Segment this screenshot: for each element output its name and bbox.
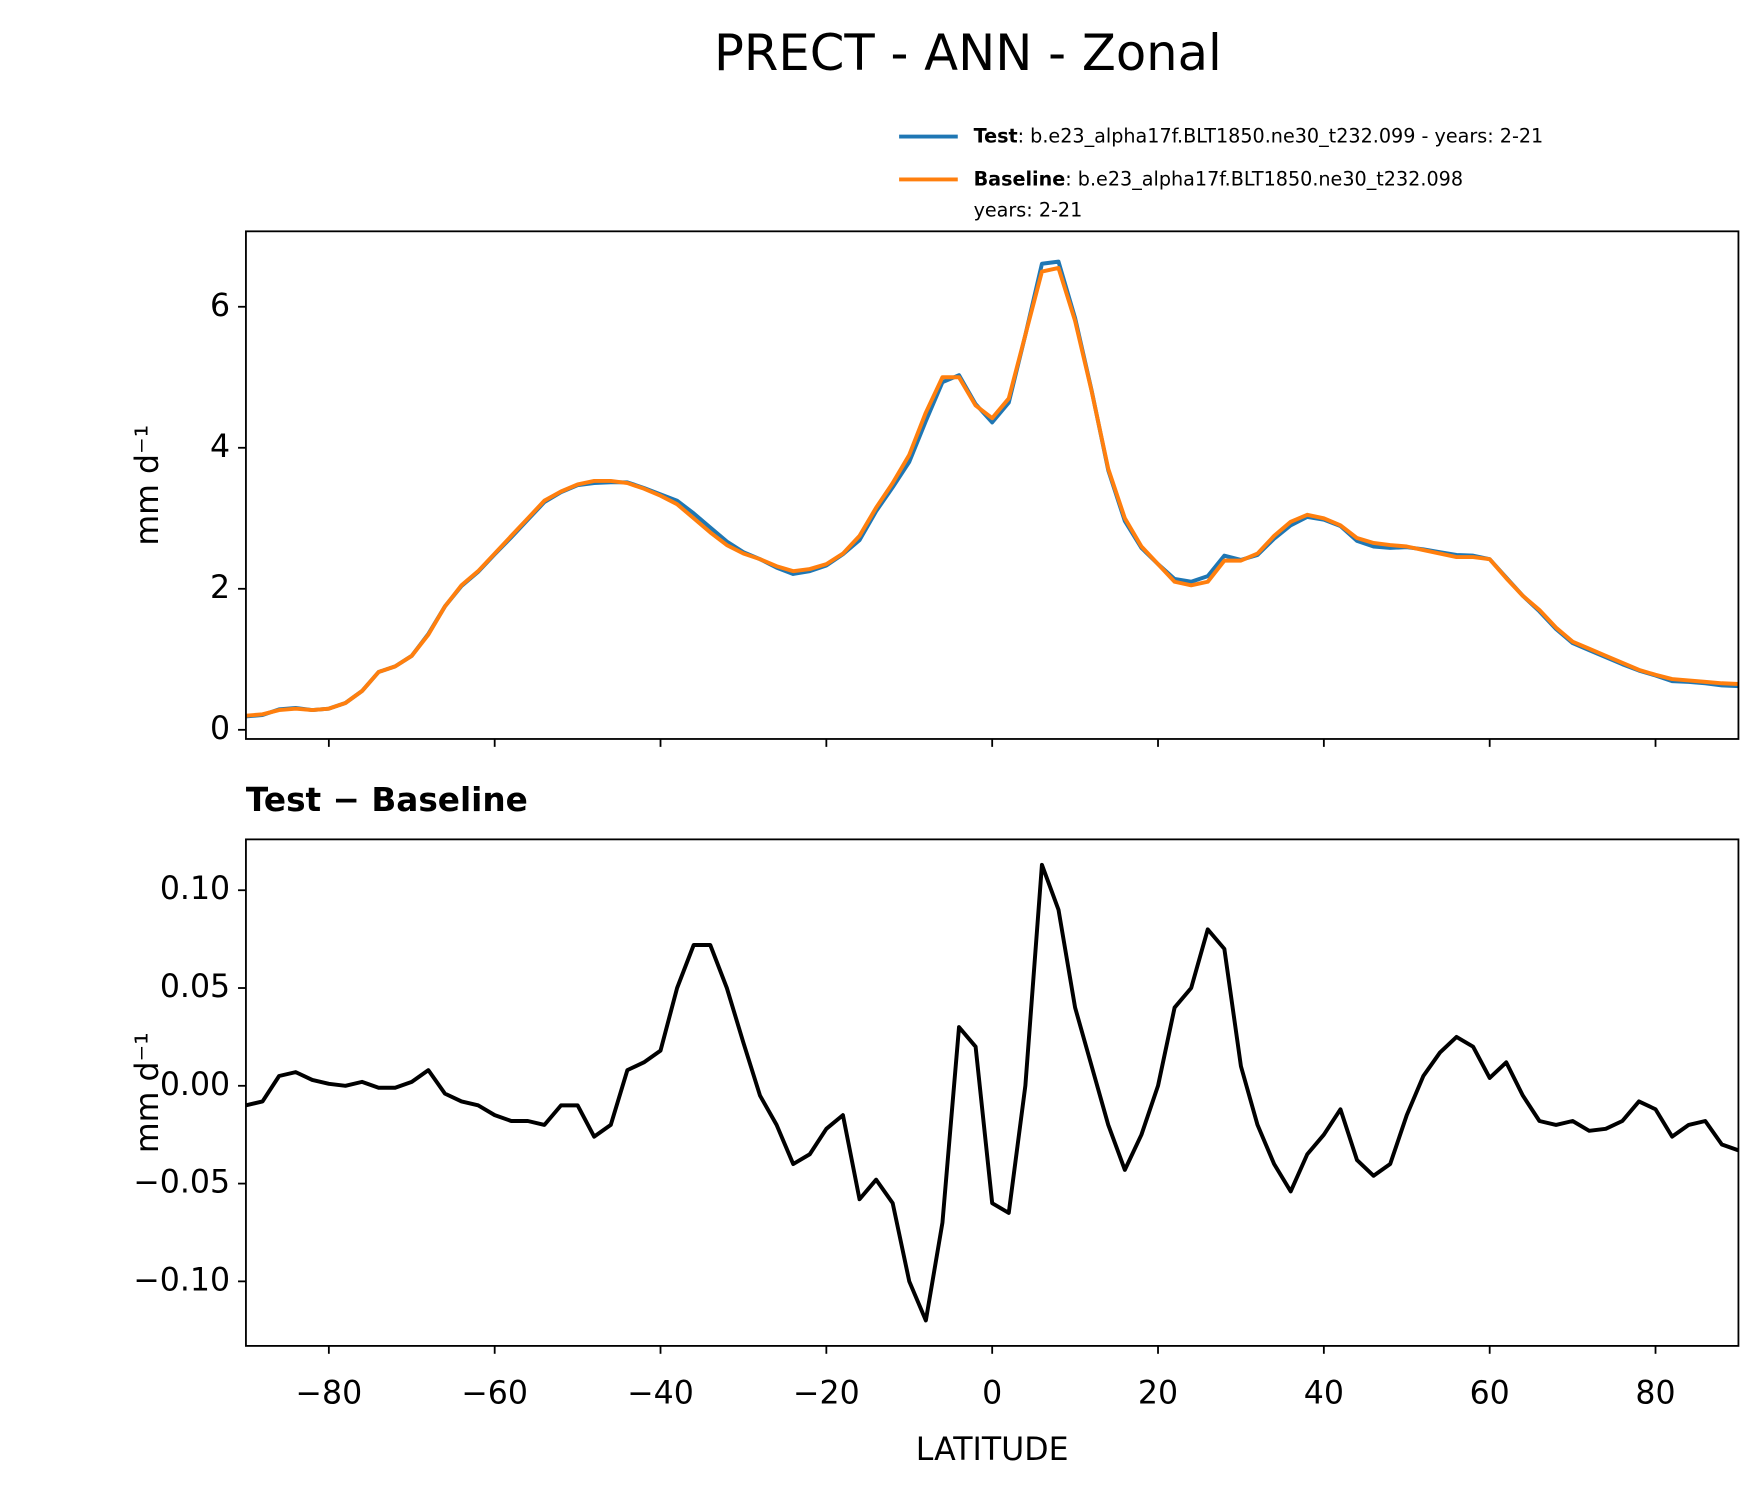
data-line — [245, 266, 1739, 718]
x-tick-label: 0 — [982, 1375, 1002, 1411]
axes-frame — [245, 838, 1740, 1347]
y-tick-label: 0.00 — [160, 1067, 230, 1103]
y-tick-label: 2 — [210, 570, 230, 606]
x-tick-label: −60 — [461, 1375, 528, 1411]
legend-description: : b.e23_alpha17f.BLT1850.ne30_t232.099 -… — [1018, 124, 1544, 147]
y-tick-label: 0.10 — [160, 871, 230, 907]
plot-area — [245, 862, 1739, 1323]
plot-area — [245, 259, 1739, 719]
x-tick-label: −20 — [793, 1375, 860, 1411]
panel-title: Test − Baseline — [246, 781, 528, 819]
y-tick-label: 0.05 — [160, 969, 230, 1005]
y-axis-label: mm d⁻¹ — [130, 1032, 166, 1153]
legend-name: Test — [974, 124, 1018, 147]
legend-description: : b.e23_alpha17f.BLT1850.ne30_t232.098 — [1065, 167, 1463, 190]
x-tick-label: −80 — [296, 1375, 363, 1411]
y-tick-label: −0.05 — [133, 1165, 230, 1201]
data-line — [245, 259, 1739, 719]
legend-label: Baseline: b.e23_alpha17f.BLT1850.ne30_t2… — [974, 167, 1463, 190]
x-tick-label: 40 — [1304, 1375, 1344, 1411]
y-tick-label: 6 — [210, 288, 230, 324]
axes-frame — [245, 230, 1740, 740]
y-tick-label: −0.10 — [133, 1262, 230, 1298]
x-axis-label: LATITUDE — [916, 1432, 1069, 1468]
legend-name: Baseline — [974, 167, 1066, 190]
y-tick-label: 0 — [210, 711, 230, 747]
legend-label: Test: b.e23_alpha17f.BLT1850.ne30_t232.0… — [974, 124, 1544, 147]
data-line — [245, 862, 1739, 1323]
y-axis-label: mm d⁻¹ — [130, 425, 166, 546]
x-tick-label: −40 — [627, 1375, 694, 1411]
y-tick-label: 4 — [210, 429, 230, 465]
legend-description: years: 2-21 — [974, 199, 1083, 222]
x-tick-label: 20 — [1138, 1375, 1178, 1411]
figure-title: PRECT - ANN - Zonal — [714, 24, 1222, 82]
x-tick-label: 60 — [1470, 1375, 1510, 1411]
x-tick-label: 80 — [1635, 1375, 1675, 1411]
